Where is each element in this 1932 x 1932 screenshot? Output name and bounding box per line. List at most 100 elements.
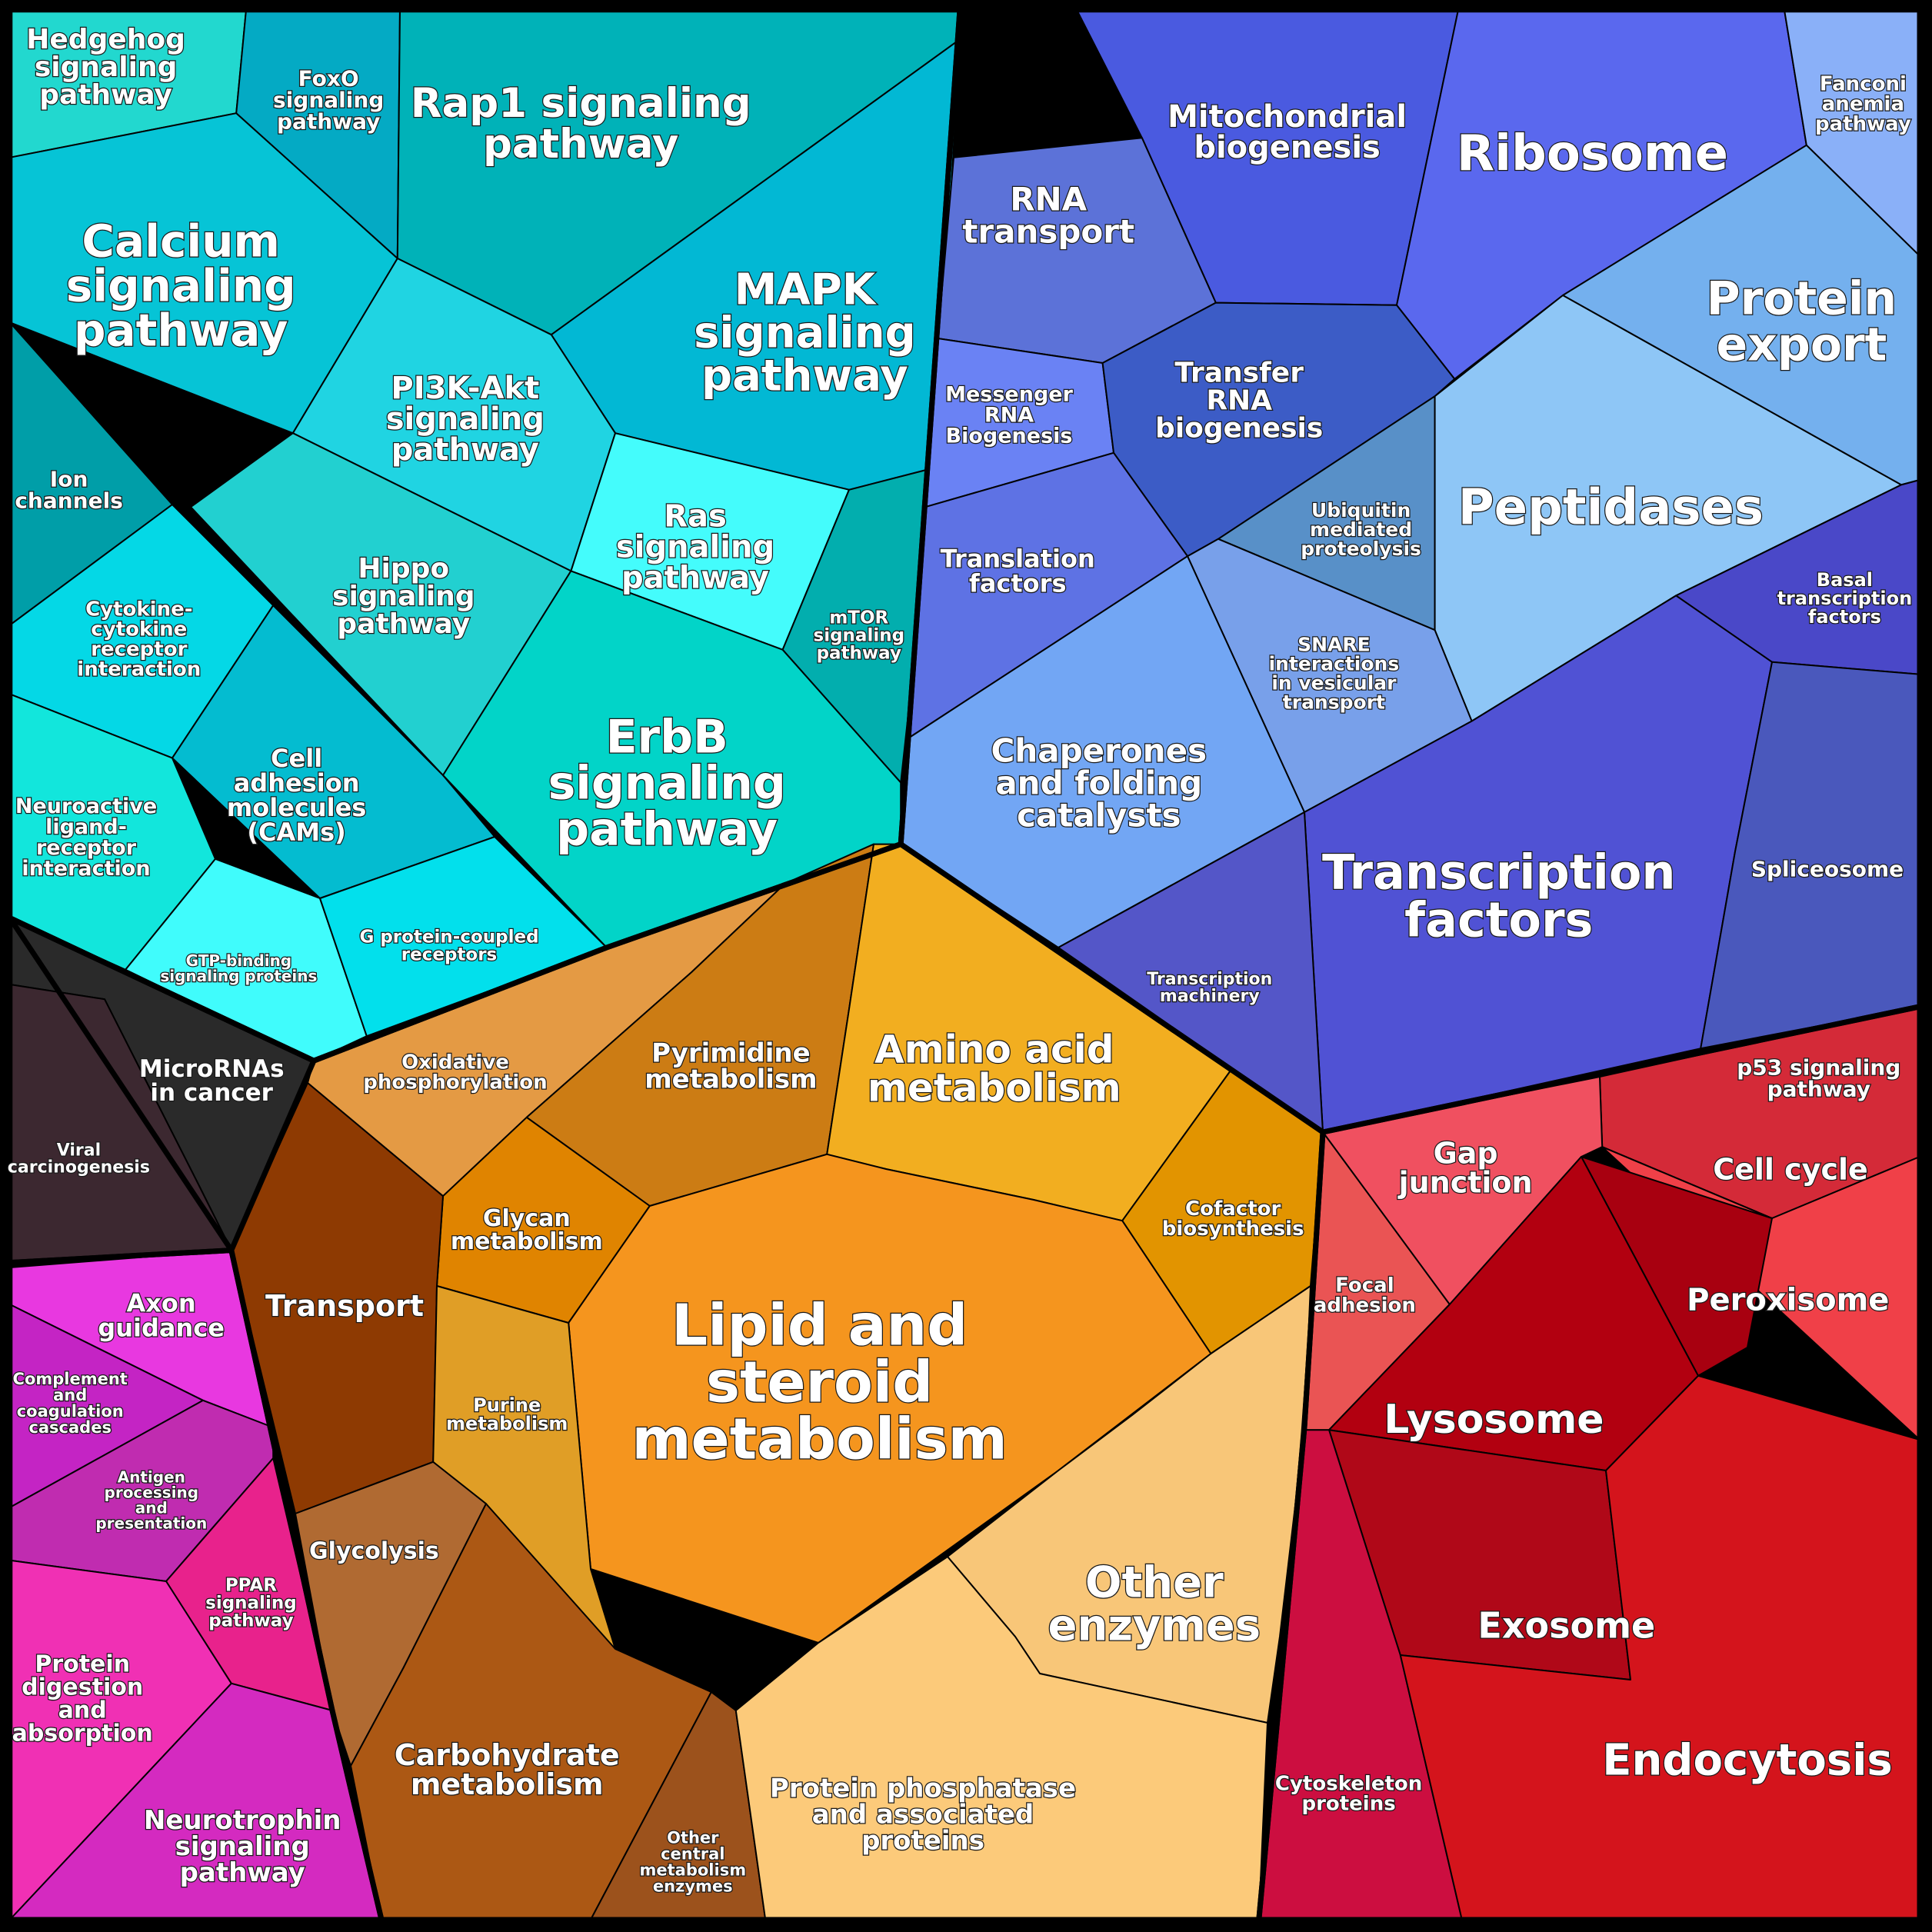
- label-tf: Transcription factors: [1322, 844, 1676, 948]
- label-calcium: Calcium signaling pathway: [66, 215, 296, 357]
- label-fanconi: Fanconi anemia pathway: [1815, 73, 1911, 136]
- label-line: and: [58, 1697, 107, 1724]
- label-line: Exosome: [1477, 1605, 1655, 1647]
- label-line: signaling: [616, 529, 774, 565]
- label-line: signaling: [386, 401, 545, 437]
- label-line: transport: [962, 213, 1134, 251]
- label-line: Hippo: [358, 553, 449, 585]
- label-cellcycle: Cell cycle: [1713, 1152, 1868, 1186]
- label-gtp: GTP-binding signaling proteins: [160, 951, 317, 985]
- label-line: Cytoskeleton: [1275, 1772, 1422, 1795]
- label-line: absorption: [12, 1720, 153, 1747]
- label-line: digestion: [22, 1674, 143, 1701]
- label-line: receptor: [36, 836, 137, 860]
- label-line: enzymes: [1048, 1601, 1261, 1651]
- label-line: Other: [1085, 1557, 1224, 1607]
- label-line: Cell cycle: [1713, 1152, 1868, 1186]
- label-otherenz: Other enzymes: [1048, 1557, 1261, 1651]
- label-snare: SNARE interactions in vesicular transport: [1269, 634, 1400, 714]
- label-line: in cancer: [150, 1079, 273, 1107]
- label-pyrimidine: Pyrimidine metabolism: [645, 1038, 817, 1095]
- label-line: mTOR: [829, 608, 888, 628]
- label-line: Glycolysis: [309, 1538, 439, 1565]
- label-line: Gap: [1434, 1137, 1498, 1171]
- label-line: interaction: [77, 658, 201, 681]
- label-line: G protein-coupled: [359, 927, 538, 947]
- label-line: and folding: [995, 764, 1202, 801]
- label-line: molecules: [227, 793, 366, 822]
- label-line: Protein: [1707, 272, 1897, 326]
- label-line: proteins: [1301, 1792, 1395, 1815]
- label-line: Ribosome: [1457, 125, 1728, 182]
- label-line: MAPK: [734, 265, 878, 315]
- label-line: factors: [1808, 606, 1881, 628]
- label-erbb: ErbB signaling pathway: [548, 711, 786, 857]
- label-line: pathway: [556, 803, 778, 857]
- label-complement: Complement and coagulation cascades: [13, 1370, 128, 1437]
- label-line: pathway: [337, 608, 470, 640]
- label-line: receptor: [91, 638, 187, 661]
- label-line: signaling: [205, 1593, 297, 1613]
- label-line: pathway: [483, 121, 678, 168]
- label-mapk: MAPK signaling pathway: [694, 265, 916, 401]
- label-line: Cofactor: [1185, 1198, 1281, 1221]
- label-line: Translation: [941, 545, 1095, 574]
- label-line: in vesicular: [1271, 672, 1397, 695]
- label-cytoskeleton: Cytoskeleton proteins: [1275, 1772, 1422, 1815]
- label-line: Neuroactive: [15, 794, 157, 818]
- label-mito: Mitochondrial biogenesis: [1168, 99, 1407, 165]
- label-line: Transcription: [1147, 970, 1272, 989]
- label-line: Cytokine-: [85, 598, 192, 621]
- label-line: transport: [1283, 691, 1385, 714]
- label-line: central: [661, 1845, 724, 1864]
- label-translation: Translation factors: [941, 545, 1095, 598]
- label-line: receptors: [401, 944, 497, 964]
- label-line: Spliceosome: [1751, 856, 1904, 881]
- label-foxo: FoxO signaling pathway: [273, 65, 384, 134]
- label-line: FoxO: [298, 65, 359, 91]
- label-line: and: [53, 1386, 87, 1404]
- label-line: Fanconi: [1820, 73, 1907, 96]
- label-line: pathway: [277, 108, 380, 134]
- group-borders: [7, 7, 1923, 1923]
- label-line: Lysosome: [1384, 1397, 1604, 1443]
- label-basal: Basal transcription factors: [1777, 569, 1913, 628]
- label-line: Messenger: [945, 383, 1073, 407]
- label-line: pathway: [817, 644, 901, 664]
- label-rap1: Rap1 signaling pathway: [411, 80, 751, 168]
- label-line: cytokine: [91, 618, 187, 641]
- label-line: steroid: [706, 1350, 933, 1416]
- label-line: Chaperones: [991, 731, 1208, 769]
- cells-layer: [8, 8, 1920, 1920]
- label-line: Calcium: [82, 215, 280, 268]
- label-line: Glycan: [483, 1205, 571, 1232]
- label-line: and: [135, 1498, 168, 1517]
- label-line: metabolism: [868, 1065, 1121, 1110]
- label-line: pathway: [1767, 1076, 1870, 1101]
- label-line: Axon: [127, 1289, 196, 1318]
- label-machinery: Transcription machinery: [1147, 970, 1272, 1006]
- label-micro: MicroRNAs in cancer: [139, 1055, 285, 1107]
- label-line: Pyrimidine: [651, 1038, 810, 1069]
- label-line: Protein phosphatase: [770, 1773, 1076, 1804]
- label-line: enzymes: [653, 1877, 733, 1896]
- label-line: GTP-binding: [186, 951, 291, 970]
- label-line: signaling: [273, 87, 384, 112]
- label-line: signaling: [548, 757, 786, 811]
- label-purine: Purine metabolism: [446, 1394, 568, 1434]
- label-line: metabolism: [446, 1413, 568, 1434]
- label-line: Neurotrophin: [144, 1805, 341, 1836]
- label-line: ErbB: [606, 711, 728, 764]
- label-line: machinery: [1160, 987, 1260, 1006]
- label-line: Biogenesis: [946, 425, 1073, 448]
- label-line: factors: [1404, 892, 1593, 948]
- label-line: Protein: [35, 1651, 130, 1678]
- label-line: cascades: [28, 1418, 112, 1437]
- label-hippo: Hippo signaling pathway: [332, 553, 475, 640]
- label-line: Ion: [50, 467, 88, 492]
- label-ribosome: Ribosome: [1457, 125, 1728, 182]
- label-gpcr: G protein-coupled receptors: [359, 927, 538, 964]
- label-cofactor: Cofactor biosynthesis: [1162, 1198, 1304, 1241]
- label-proteinexport: Protein export: [1707, 272, 1897, 372]
- label-ubiquitin: Ubiquitin mediated proteolysis: [1301, 499, 1421, 560]
